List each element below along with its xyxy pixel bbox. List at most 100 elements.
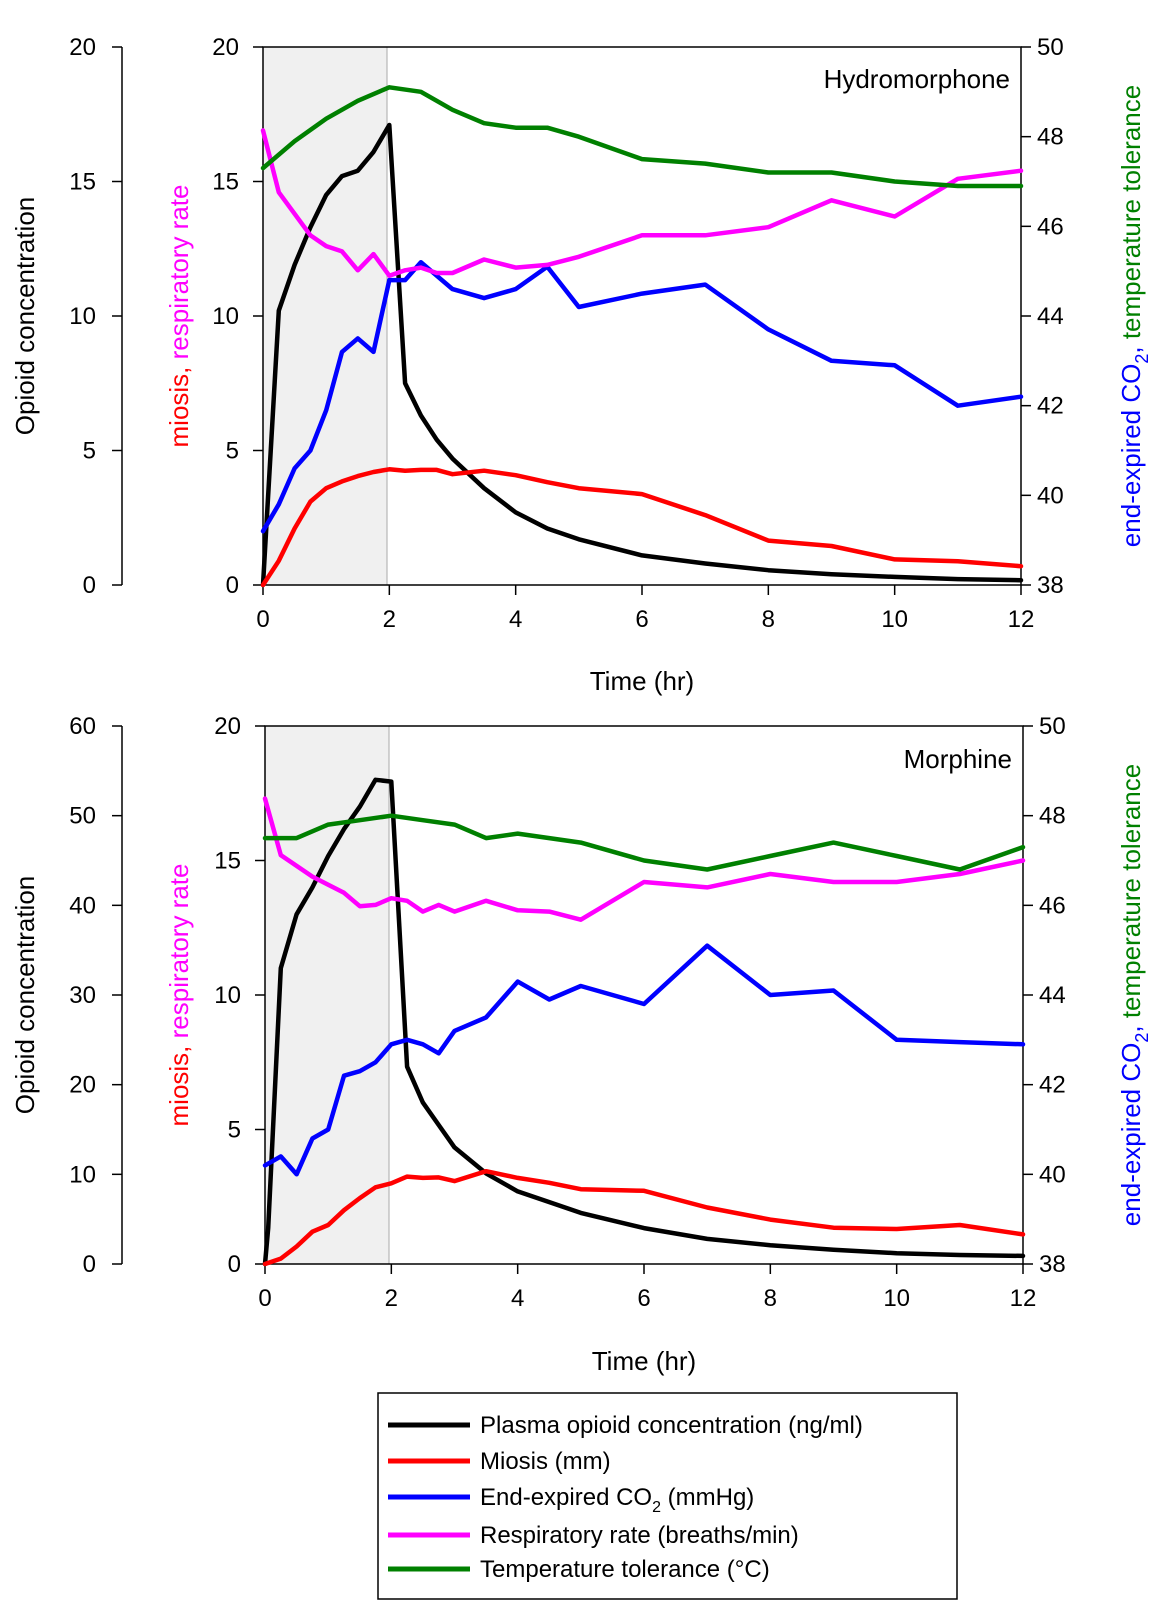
inner-left-axis-title: miosis, respiratory rate (164, 864, 194, 1127)
inner-left-tick-label: 0 (228, 1251, 241, 1278)
x-tick-label: 8 (762, 606, 775, 633)
x-tick-label: 8 (764, 1285, 777, 1312)
right-tick-label: 40 (1037, 482, 1064, 509)
inner-left-ticks: 0 5 10 15 20 (212, 34, 263, 599)
inner-left-tick-label: 10 (214, 982, 241, 1009)
series-layer (262, 777, 1026, 1267)
inner-left-tick-label: 5 (228, 1117, 241, 1144)
legend-label-co2-sub: 2 (652, 1499, 661, 1516)
series-line-temp (262, 813, 1026, 872)
outer-left-tick-label: 20 (69, 1072, 96, 1099)
x-tick-label: 0 (256, 606, 269, 633)
x-tick-label: 10 (883, 1285, 910, 1312)
outer-left-tick-label: 30 (69, 982, 96, 1009)
series-line-miosis (262, 1168, 1026, 1267)
right-tick-label: 46 (1039, 892, 1066, 919)
inner-left-tick-label: 15 (214, 848, 241, 875)
inner-left-title-resp: respiratory rate (164, 185, 194, 367)
x-tick-label: 0 (258, 1285, 271, 1312)
right-tick-label: 46 (1037, 213, 1064, 240)
legend-label-co2: End-expired CO (480, 1484, 652, 1511)
legend-item-resp: Respiratory rate (breaths/min) (388, 1522, 799, 1549)
legend-box (377, 1392, 958, 1600)
right-tick-label: 44 (1039, 982, 1066, 1009)
x-tick-label: 6 (637, 1285, 650, 1312)
right-tick-label: 50 (1039, 713, 1066, 740)
outer-left-axis-title: Opioid concentration (10, 197, 40, 435)
outer-left-tick-label: 50 (69, 803, 96, 830)
inner-left-ticks: 0 5 10 15 20 (214, 713, 265, 1278)
legend-item-temp: Temperature tolerance (°C) (388, 1556, 770, 1583)
series-line-concentration (262, 777, 1026, 1267)
inner-left-tick-label: 0 (226, 572, 239, 599)
right-tick-label: 48 (1039, 803, 1066, 830)
series-line-miosis (260, 467, 1024, 588)
right-title-comma: , (1116, 346, 1146, 353)
legend-label: Miosis (mm) (480, 1448, 611, 1475)
inner-left-tick-label: 10 (212, 303, 239, 330)
outer-left-tick-label: 40 (69, 892, 96, 919)
outer-left-tick-label: 15 (69, 169, 96, 196)
series-line-resp (260, 128, 1024, 278)
x-ticks: 0 2 4 6 8 10 12 (256, 585, 1034, 633)
series-line-concentration (260, 122, 1024, 588)
inner-left-tick-label: 15 (212, 169, 239, 196)
shaded-infusion-region (262, 46, 388, 586)
right-title-comma: , (1116, 1025, 1146, 1032)
outer-left-tick-label: 0 (83, 572, 96, 599)
inner-left-title-resp: respiratory rate (164, 864, 194, 1046)
inner-left-tick-label: 20 (214, 713, 241, 740)
x-tick-label: 2 (383, 606, 396, 633)
right-ticks: 38 40 42 44 46 48 50 (1021, 34, 1064, 599)
series-line-co2 (262, 943, 1026, 1177)
outer-left-ticks: 0 5 10 15 20 (69, 34, 122, 599)
outer-left-tick-label: 10 (69, 303, 96, 330)
panel-label: Morphine (904, 744, 1012, 774)
right-tick-label: 44 (1037, 303, 1064, 330)
x-tick-label: 4 (511, 1285, 524, 1312)
right-title-co2-sub: 2 (1132, 354, 1152, 364)
x-tick-label: 12 (1008, 606, 1035, 633)
x-tick-label: 4 (509, 606, 522, 633)
series-line-co2 (260, 259, 1024, 534)
right-title-temp: temperature tolerance (1116, 85, 1146, 347)
x-tick-label: 2 (385, 1285, 398, 1312)
legend: Plasma opioid concentration (ng/ml) Mios… (377, 1392, 958, 1600)
inner-left-tick-label: 5 (226, 438, 239, 465)
outer-left-axis-title: Opioid concentration (10, 876, 40, 1114)
right-tick-label: 40 (1039, 1161, 1066, 1188)
inner-left-axis-title: miosis, respiratory rate (164, 185, 194, 448)
right-title-co2-sub: 2 (1132, 1033, 1152, 1043)
legend-label: Temperature tolerance (°C) (480, 1556, 770, 1583)
right-axis-title: end-expired CO2, temperature tolerance (1116, 85, 1152, 547)
x-tick-label: 12 (1010, 1285, 1037, 1312)
outer-left-tick-label: 20 (69, 34, 96, 61)
x-axis-title: Time (hr) (590, 666, 694, 696)
right-tick-label: 42 (1037, 393, 1064, 420)
legend-item-concentration: Plasma opioid concentration (ng/ml) (388, 1412, 863, 1439)
shaded-infusion-region (264, 725, 390, 1265)
right-ticks: 38 40 42 44 46 48 50 (1023, 713, 1066, 1278)
right-title-co2: end-expired CO (1116, 364, 1146, 548)
outer-left-tick-label: 10 (69, 1161, 96, 1188)
panel-label: Hydromorphone (824, 64, 1010, 94)
inner-left-title-miosis: miosis, (164, 367, 194, 448)
legend-item-co2: End-expired CO2 (mmHg) (388, 1484, 754, 1516)
outer-left-tick-label: 0 (83, 1251, 96, 1278)
series-line-temp (260, 85, 1024, 189)
inner-left-title-miosis: miosis, (164, 1046, 194, 1127)
x-ticks: 0 2 4 6 8 10 12 (258, 1264, 1036, 1312)
right-tick-label: 38 (1037, 572, 1064, 599)
x-tick-label: 10 (881, 606, 908, 633)
right-axis-title: end-expired CO2, temperature tolerance (1116, 764, 1152, 1226)
right-tick-label: 38 (1039, 1251, 1066, 1278)
right-title-temp: temperature tolerance (1116, 764, 1146, 1026)
inner-left-tick-label: 20 (212, 34, 239, 61)
right-title-co2: end-expired CO (1116, 1043, 1146, 1227)
legend-label: Plasma opioid concentration (ng/ml) (480, 1412, 863, 1439)
x-axis-title: Time (hr) (592, 1346, 696, 1376)
right-tick-label: 48 (1037, 124, 1064, 151)
